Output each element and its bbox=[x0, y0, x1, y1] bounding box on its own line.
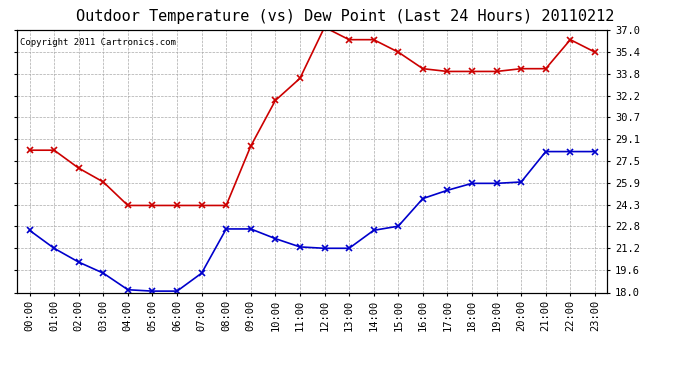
Text: Copyright 2011 Cartronics.com: Copyright 2011 Cartronics.com bbox=[20, 38, 176, 47]
Text: Outdoor Temperature (vs) Dew Point (Last 24 Hours) 20110212: Outdoor Temperature (vs) Dew Point (Last… bbox=[76, 9, 614, 24]
